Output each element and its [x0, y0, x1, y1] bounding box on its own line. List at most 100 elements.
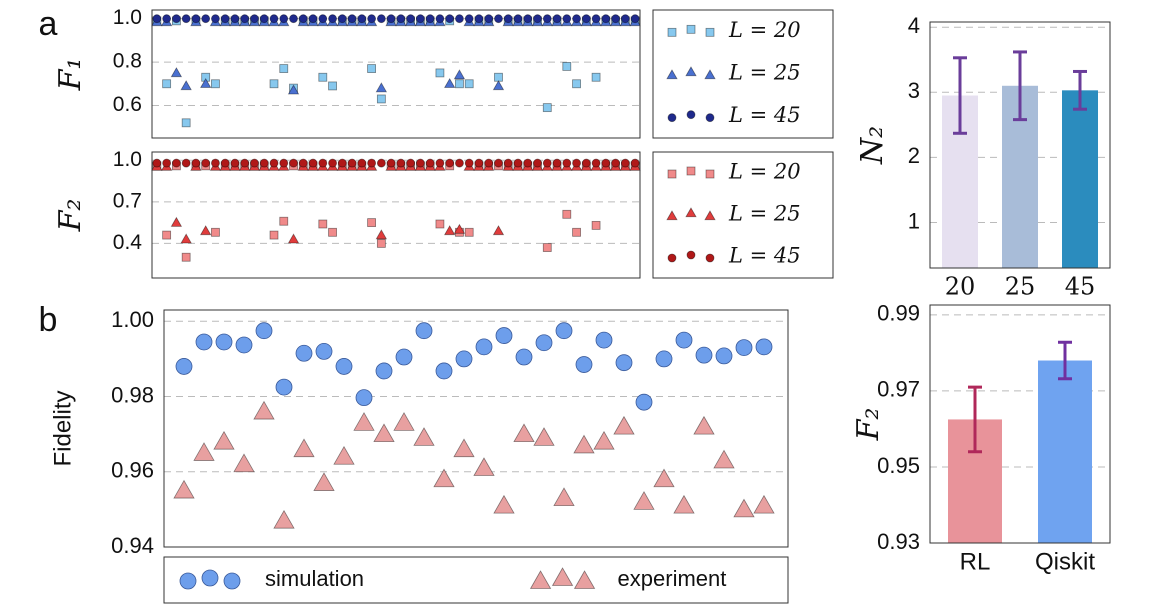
legend-marker [223, 572, 241, 590]
point [593, 430, 615, 450]
point [493, 494, 515, 514]
point [315, 342, 333, 360]
point [328, 158, 337, 168]
point [573, 434, 595, 454]
point [453, 438, 475, 458]
point [181, 158, 191, 168]
point [376, 158, 386, 168]
point [170, 216, 183, 227]
point [464, 227, 474, 237]
point [181, 252, 191, 262]
legend-marker [551, 567, 574, 586]
point [393, 412, 415, 431]
legend-marker [666, 69, 678, 80]
legend-marker [705, 169, 715, 179]
y-tick-label: 0.97 [877, 377, 920, 402]
point [367, 218, 377, 228]
point [435, 158, 445, 168]
point [273, 509, 295, 529]
point [591, 14, 601, 24]
point [181, 14, 191, 24]
point [171, 14, 181, 24]
point [337, 14, 347, 24]
point [269, 79, 279, 89]
y-axis-label: F₁ [53, 58, 88, 92]
legend-label: L = 20 [728, 18, 801, 42]
point [515, 348, 533, 366]
legend-label: L = 20 [728, 160, 801, 184]
y-tick-label: 0.94 [111, 533, 154, 558]
point [298, 158, 308, 168]
point [552, 14, 562, 24]
point [620, 14, 630, 24]
legend-marker [686, 24, 696, 34]
y-axis-label: N₂ [855, 126, 890, 165]
point [753, 494, 775, 514]
point [601, 158, 611, 168]
y-axis-label: F₂ [851, 408, 886, 442]
point [494, 158, 503, 168]
point [733, 498, 755, 518]
plot-frame [929, 304, 1111, 544]
point [581, 14, 591, 24]
point [513, 423, 535, 443]
point [406, 14, 416, 24]
point [240, 158, 250, 168]
point [162, 79, 172, 89]
point [445, 158, 455, 168]
legend-marker [705, 27, 715, 37]
point [562, 209, 572, 219]
point [199, 225, 212, 236]
point [542, 103, 552, 113]
plot-frame [151, 9, 641, 139]
point [755, 338, 773, 356]
point [279, 64, 289, 73]
legend-marker [667, 169, 677, 179]
point [715, 347, 733, 365]
point [591, 72, 601, 82]
point [386, 158, 396, 168]
point [375, 229, 388, 240]
point [630, 14, 640, 24]
point [552, 158, 562, 168]
point [318, 219, 328, 229]
legend-label: experiment [618, 566, 727, 591]
point [347, 14, 357, 24]
point [492, 80, 505, 91]
point [572, 14, 581, 24]
y-tick-label: 0.95 [877, 453, 920, 478]
point [199, 77, 212, 88]
plot-frame [151, 151, 641, 279]
point [415, 158, 425, 168]
point [591, 158, 601, 168]
point [396, 158, 406, 168]
y-tick-label: 1.0 [113, 148, 142, 171]
point [213, 430, 235, 450]
point [396, 14, 406, 24]
point [464, 158, 474, 168]
legend-marker [705, 113, 715, 123]
point [620, 158, 630, 168]
point [328, 227, 337, 237]
legend-marker [704, 210, 716, 221]
legend-label: L = 25 [728, 202, 801, 226]
point [269, 230, 279, 240]
point [435, 219, 445, 229]
point [572, 79, 581, 89]
point [695, 346, 713, 364]
point [453, 223, 466, 234]
point [347, 158, 357, 168]
point [191, 14, 201, 24]
point [553, 487, 575, 506]
point [523, 14, 533, 24]
point [653, 468, 675, 488]
legend-marker [685, 207, 697, 218]
point [572, 227, 581, 237]
x-tick-label: 45 [1065, 273, 1096, 301]
point [293, 438, 315, 458]
y-tick-label: 3 [908, 78, 920, 103]
y-tick-label: 0.7 [113, 189, 142, 212]
point [535, 334, 553, 352]
bar [1038, 360, 1092, 543]
plot-frame [163, 309, 789, 548]
